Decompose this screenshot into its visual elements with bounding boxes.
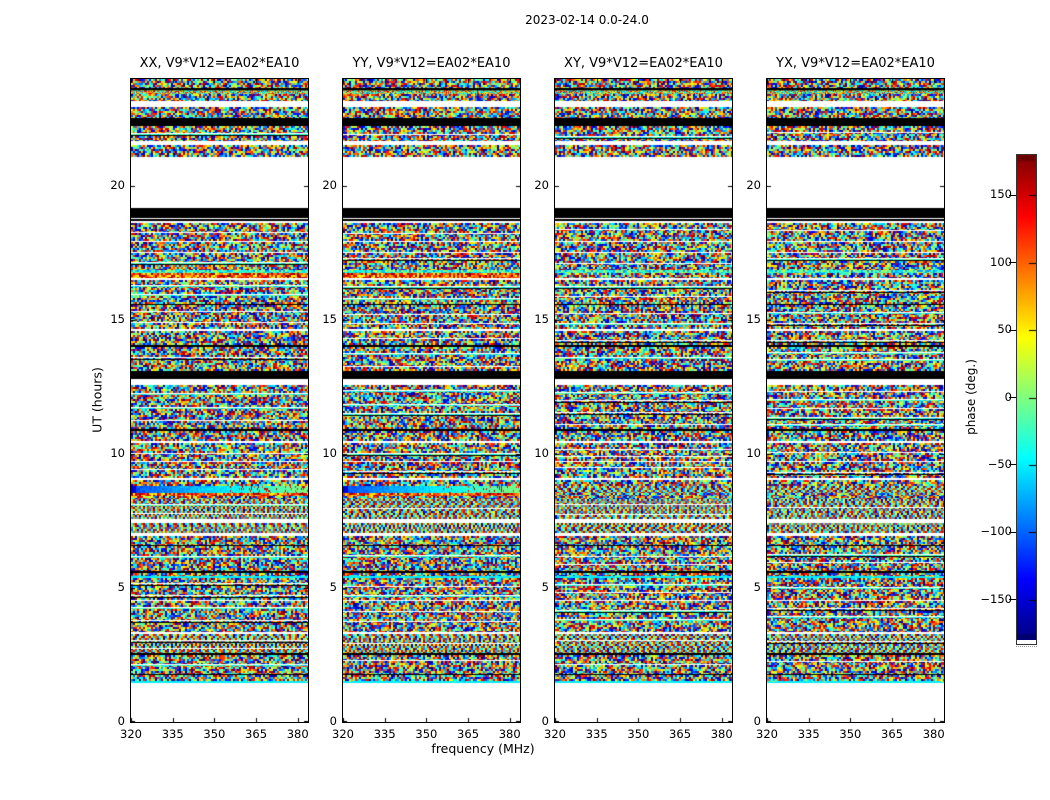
heatmap-xx <box>131 79 308 722</box>
x-tick-label: 320 <box>120 727 142 741</box>
colorbar-tick-mark <box>1009 532 1016 533</box>
colorbar-tick-label: 0 <box>972 390 1012 404</box>
colorbar-tick-mark <box>1009 599 1016 600</box>
y-tick-label: 20 <box>110 178 125 193</box>
x-tick-label: 365 <box>669 727 692 741</box>
y-tick-label: 10 <box>322 446 337 461</box>
panel-yy <box>342 78 521 723</box>
x-tick-label: 380 <box>710 727 733 741</box>
x-tick-label: 320 <box>544 727 566 741</box>
x-tick-label: 335 <box>161 727 184 741</box>
x-axis-label: frequency (MHz) <box>431 741 535 756</box>
x-tick-label: 335 <box>585 727 608 741</box>
colorbar-gradient <box>1017 155 1036 640</box>
panel-title-yx: YX, V9*V12=EA02*EA10 <box>776 56 935 71</box>
heatmap-yy <box>343 79 520 722</box>
colorbar <box>1016 154 1037 645</box>
panel-title-yy: YY, V9*V12=EA02*EA10 <box>352 56 511 71</box>
x-tick-label: 380 <box>922 727 945 741</box>
y-axis-label: UT (hours) <box>89 367 105 433</box>
panel-title-xx: XX, V9*V12=EA02*EA10 <box>139 56 300 71</box>
panel-xx <box>130 78 309 723</box>
colorbar-tick-label: 150 <box>990 187 1012 202</box>
colorbar-tick-mark <box>1009 195 1016 196</box>
panel-xy <box>554 78 733 723</box>
y-tick-label: 5 <box>541 580 549 595</box>
x-tick-label: 365 <box>457 727 480 741</box>
heatmap-xy <box>555 79 732 722</box>
colorbar-tick-mark <box>1009 262 1016 263</box>
colorbar-tick-label: −50 <box>987 456 1012 471</box>
y-tick-label: 20 <box>534 178 549 193</box>
y-tick-label: 5 <box>329 580 337 595</box>
y-tick-label: 0 <box>117 714 125 728</box>
colorbar-tick-label: 100 <box>990 254 1012 269</box>
y-tick-label: 15 <box>110 312 125 327</box>
colorbar-tick-label: −150 <box>980 591 1012 606</box>
y-tick-label: 0 <box>541 714 549 728</box>
colorbar-tick-mark <box>1009 397 1016 398</box>
panel-yx <box>766 78 945 723</box>
colorbar-tick-label: −100 <box>980 524 1012 539</box>
x-tick-label: 335 <box>797 727 820 741</box>
x-tick-label: 365 <box>881 727 904 741</box>
x-tick-label: 350 <box>839 727 862 741</box>
x-tick-label: 320 <box>332 727 354 741</box>
y-tick-label: 0 <box>753 714 761 728</box>
figure-suptitle: 2023-02-14 0.0-24.0 <box>525 13 649 27</box>
colorbar-dotted-edge <box>1016 646 1037 647</box>
y-tick-label: 15 <box>534 312 549 327</box>
y-tick-label: 10 <box>746 446 761 461</box>
y-tick-label: 10 <box>534 446 549 461</box>
colorbar-tick-mark <box>1009 330 1016 331</box>
x-tick-label: 380 <box>286 727 309 741</box>
heatmap-yx <box>767 79 944 722</box>
y-tick-label: 20 <box>746 178 761 193</box>
y-tick-label: 15 <box>322 312 337 327</box>
y-tick-label: 10 <box>110 446 125 461</box>
x-tick-label: 335 <box>373 727 396 741</box>
x-tick-label: 380 <box>498 727 521 741</box>
y-tick-label: 15 <box>746 312 761 327</box>
x-tick-label: 365 <box>245 727 268 741</box>
x-tick-label: 320 <box>756 727 778 741</box>
panel-title-xy: XY, V9*V12=EA02*EA10 <box>564 56 723 71</box>
x-tick-label: 350 <box>203 727 226 741</box>
colorbar-tick-label: 50 <box>997 322 1012 337</box>
x-tick-label: 350 <box>627 727 650 741</box>
y-tick-label: 5 <box>117 580 125 595</box>
y-tick-label: 0 <box>329 714 337 728</box>
colorbar-tick-mark <box>1009 464 1016 465</box>
y-tick-label: 5 <box>753 580 761 595</box>
x-tick-label: 350 <box>415 727 438 741</box>
y-tick-label: 20 <box>322 178 337 193</box>
